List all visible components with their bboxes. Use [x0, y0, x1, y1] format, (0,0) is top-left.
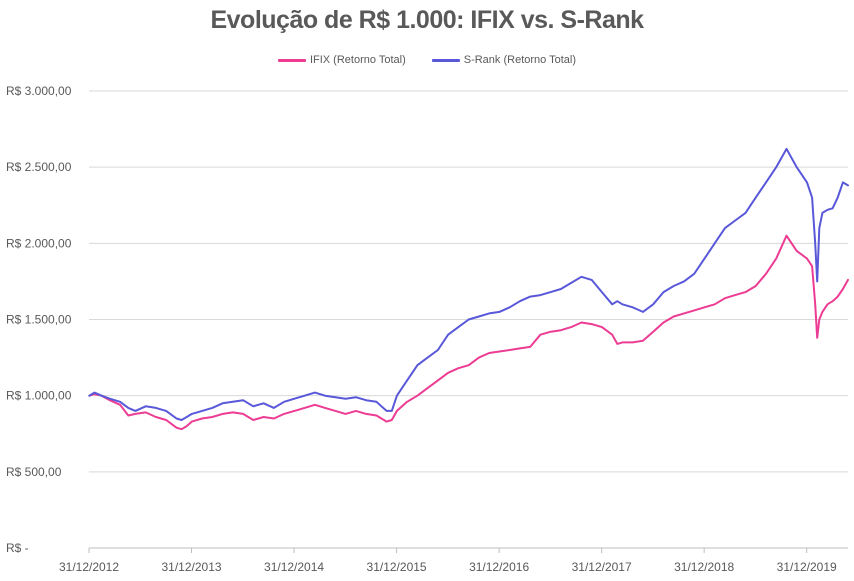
- x-tick-label: 31/12/2017: [572, 560, 632, 574]
- x-tick-label: 31/12/2018: [674, 560, 734, 574]
- x-axis: 31/12/2012 31/12/2013 31/12/2014 31/12/2015…: [59, 548, 837, 574]
- legend-swatch-s-rank: [431, 58, 460, 62]
- x-tick-label: 31/12/2013: [161, 560, 221, 574]
- x-tick-label: 31/12/2019: [777, 560, 837, 574]
- y-tick-label: R$ 1.000,00: [6, 389, 72, 403]
- chart-title: Evolução de R$ 1.000: IFIX vs. S-Rank: [210, 6, 644, 34]
- legend-swatch-ifix: [277, 58, 306, 62]
- series-lines: [88, 147, 849, 431]
- y-tick-label: R$ 1.500,00: [6, 313, 72, 327]
- legend-item-s-rank: S-Rank (Retorno Total): [431, 54, 577, 66]
- x-tick-label: 31/12/2015: [367, 560, 427, 574]
- y-tick-label: R$ 500,00: [6, 465, 62, 479]
- x-tick-label: 31/12/2012: [59, 560, 119, 574]
- series-line-ifix-retorno-total: [88, 234, 849, 431]
- grid-lines: [89, 90, 848, 549]
- series-line-s-rank-retorno-total: [88, 147, 849, 421]
- y-tick-label: R$ 2.500,00: [6, 160, 72, 174]
- legend-item-ifix: IFIX (Retorno Total): [277, 54, 406, 66]
- legend: IFIX (Retorno Total) S-Rank (Retorno Tot…: [0, 54, 854, 66]
- y-axis: R$ - R$ 500,00 R$ 1.000,00 R$ 1.500,00 R$ 2.…: [6, 84, 72, 555]
- x-tick-label: 31/12/2016: [469, 560, 529, 574]
- legend-label-s-rank: S-Rank (Retorno Total): [463, 54, 577, 66]
- y-tick-label: R$ 3.000,00: [6, 84, 72, 98]
- y-tick-label: R$ 2.000,00: [6, 236, 72, 250]
- x-tick-label: 31/12/2014: [264, 560, 324, 574]
- legend-label-ifix: IFIX (Retorno Total): [309, 54, 406, 66]
- y-tick-label: R$ -: [6, 541, 29, 555]
